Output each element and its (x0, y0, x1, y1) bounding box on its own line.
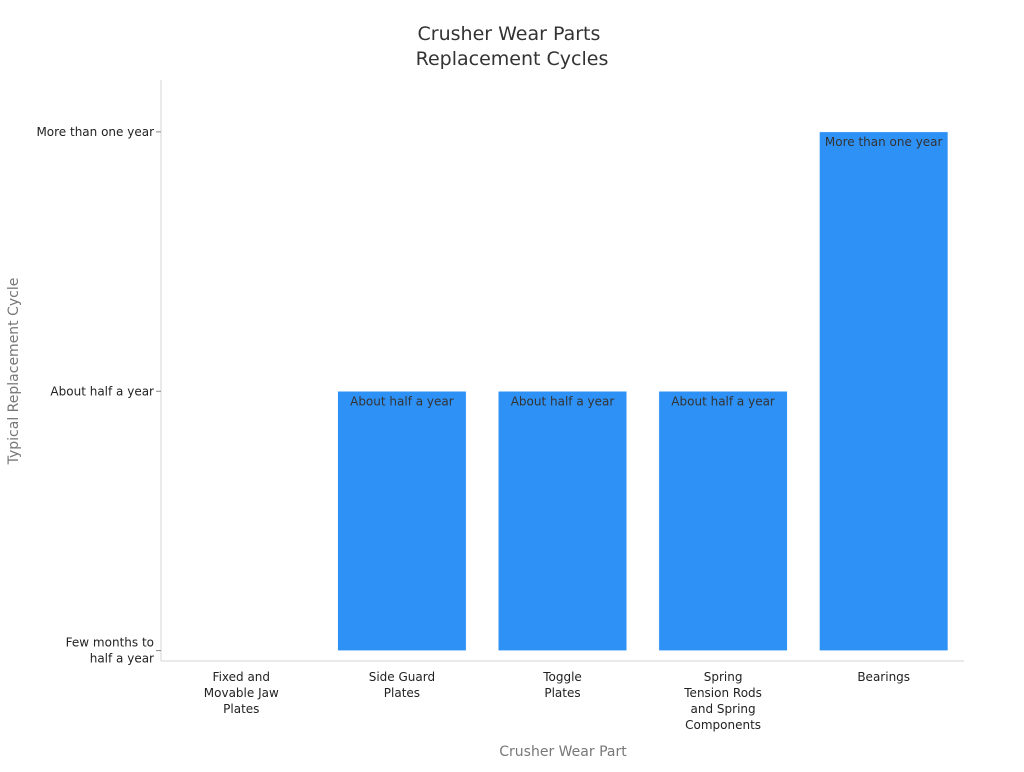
chart-title-line-2: Replacement Cycles (416, 48, 609, 70)
bar-data-label: About half a year (350, 394, 454, 408)
x-tick-label-line: Toggle (542, 670, 582, 684)
x-tick-label-line: Side Guard (369, 670, 435, 684)
x-tick-label: Spring Tension Rods and Spring Components (683, 670, 762, 732)
y-axis-title: Typical Replacement Cycle (6, 278, 22, 466)
x-tick-label-line: and Spring (691, 702, 756, 716)
y-tick-label-line: More than one year (36, 125, 154, 139)
x-tick-label-line: Plates (384, 686, 420, 700)
x-tick-label: Fixed and Movable Jaw Plates (204, 670, 279, 716)
bar (819, 131, 949, 651)
x-tick-label: Toggle Plates (542, 670, 582, 700)
x-ticks-group: Fixed and Movable Jaw Plates Side Guard Plat… (204, 670, 910, 732)
y-tick-label-line: Few months to (66, 636, 154, 650)
y-tick-label-line: half a year (90, 652, 154, 666)
x-tick-label-line: Bearings (857, 670, 910, 684)
x-tick-label: Bearings (857, 670, 910, 684)
chart-title: Crusher Wear Parts Replacement Cycles (416, 23, 609, 70)
chart-title-line-1: Crusher Wear Parts (418, 23, 601, 45)
x-tick-label-line: Components (685, 718, 761, 732)
x-tick-label-line: Spring (704, 670, 743, 684)
y-tick-label: Few months to half a year (66, 636, 154, 666)
x-tick-label-line: Plates (223, 702, 259, 716)
x-tick-label-line: Plates (544, 686, 580, 700)
bar-data-label: More than one year (825, 135, 943, 149)
bar-data-label: About half a year (511, 394, 615, 408)
bar (658, 391, 788, 651)
bar (498, 391, 627, 651)
y-tick-label-line: About half a year (50, 384, 154, 398)
x-axis-title: Crusher Wear Part (499, 744, 627, 760)
bars-group (337, 131, 949, 651)
y-tick-label: More than one year (36, 125, 154, 139)
y-ticks-group: Few months to half a year About half a yea… (36, 125, 161, 666)
x-tick-label-line: Tension Rods (683, 686, 762, 700)
bar (337, 391, 467, 651)
y-tick-label: About half a year (50, 384, 154, 398)
x-tick-label: Side Guard Plates (369, 670, 435, 700)
bar-labels-group: About half a year About half a year About … (350, 135, 942, 408)
x-tick-label-line: Movable Jaw (204, 686, 279, 700)
x-tick-label-line: Fixed and (213, 670, 271, 684)
bar-data-label: About half a year (671, 394, 775, 408)
